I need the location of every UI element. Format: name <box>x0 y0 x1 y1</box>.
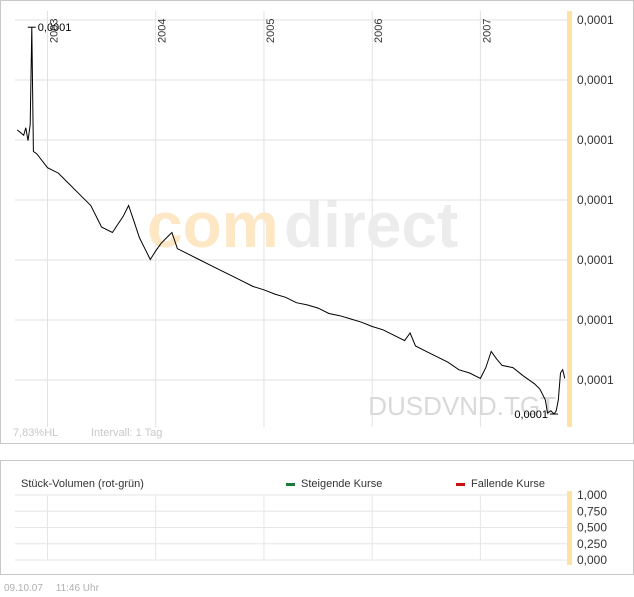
volume-y-tick-label: 0,250 <box>577 537 607 551</box>
x-tick-label: 2005 <box>265 19 277 43</box>
watermark-text-gray: direct <box>284 189 458 261</box>
volume-y-tick-label: 0,500 <box>577 521 607 535</box>
x-tick-labels: 2003 2004 2005 2006 2007 <box>48 19 493 43</box>
volume-chart-panel: Stück-Volumen (rot-grün) Steigende Kurse… <box>0 460 634 575</box>
instrument-label: DUSDVND.TGT <box>368 391 556 421</box>
footer-time: 11:46 Uhr <box>55 583 99 594</box>
legend-falling-swatch <box>456 483 465 486</box>
info-left: 7,83%HL <box>13 427 58 439</box>
volume-y-tick-label: 0,000 <box>577 553 607 567</box>
current-period-band <box>567 11 572 427</box>
min-label: 0,0001 <box>514 409 548 421</box>
volume-y-tick-label: 1,000 <box>577 488 607 502</box>
y-tick-label: 0,0001 <box>577 73 614 87</box>
x-tick-label: 2007 <box>481 19 493 43</box>
volume-title: Stück-Volumen (rot-grün) <box>21 478 144 490</box>
max-label: 0,0001 <box>38 22 72 34</box>
y-tick-label: 0,0001 <box>577 373 614 387</box>
volume-grid <box>15 494 567 561</box>
legend-rising-swatch <box>286 483 295 486</box>
info-interval: Intervall: 1 Tag <box>91 427 162 439</box>
watermark: com direct <box>147 189 458 261</box>
y-tick-label: 0,0001 <box>577 313 614 327</box>
y-tick-label: 0,0001 <box>577 133 614 147</box>
y-tick-labels: 0,0001 0,0001 0,0001 0,0001 0,0001 0,0001 0,00… <box>577 13 614 387</box>
legend-rising-label: Steigende Kurse <box>301 478 382 490</box>
y-tick-label: 0,0001 <box>577 193 614 207</box>
y-tick-label: 0,0001 <box>577 13 614 27</box>
x-tick-label: 2003 <box>48 19 60 43</box>
price-grid <box>15 11 567 427</box>
price-chart: com direct DUSDVND.TGT 2003 2004 2005 2006 2… <box>13 11 614 439</box>
volume-y-tick-label: 0,750 <box>577 504 607 518</box>
legend-falling-label: Fallende Kurse <box>471 478 545 490</box>
annotations: 0,0001 0,0001 <box>27 22 559 421</box>
footer: 09.10.07 11:46 Uhr <box>4 583 109 594</box>
watermark-text-orange: com <box>147 189 279 261</box>
x-tick-label: 2006 <box>373 19 385 43</box>
footer-date: 09.10.07 <box>4 583 43 594</box>
price-chart-panel: com direct DUSDVND.TGT 2003 2004 2005 2006 2… <box>0 0 634 444</box>
volume-current-band <box>567 491 572 565</box>
volume-chart: Stück-Volumen (rot-grün) Steigende Kurse… <box>15 478 607 567</box>
x-tick-label: 2004 <box>157 19 169 43</box>
y-tick-label: 0,0001 <box>577 253 614 267</box>
price-series-line <box>16 27 566 415</box>
volume-y-tick-labels: 1,000 0,750 0,500 0,250 0,000 <box>577 488 607 567</box>
